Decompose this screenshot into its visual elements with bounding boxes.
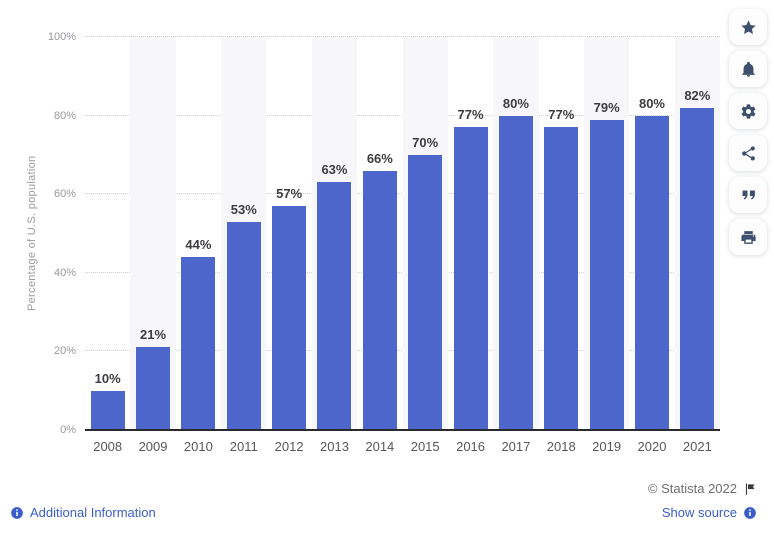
y-tick-label: 100% xyxy=(47,31,76,43)
info-icon xyxy=(11,506,23,519)
bar-value-label: 57% xyxy=(276,186,303,201)
show-source-label: Show source xyxy=(661,505,737,520)
gridline-20 xyxy=(85,350,720,352)
chart-column-2018: 77% 2018 xyxy=(539,37,584,454)
x-tick-label: 2020 xyxy=(637,439,667,454)
show-source-link[interactable]: Show source xyxy=(662,505,757,520)
flag-icon xyxy=(745,482,755,495)
x-tick-label: 2019 xyxy=(592,439,622,454)
chart-column-2015: 70% 2015 xyxy=(402,37,448,454)
chart-column-2020: 80% 2020 xyxy=(629,37,674,454)
x-tick-label: 2008 xyxy=(93,439,123,454)
y-tick-label: 60% xyxy=(53,188,76,201)
bar-2010[interactable] xyxy=(181,257,216,430)
bar-2019[interactable] xyxy=(589,119,624,430)
chart-column-2014: 66% 2014 xyxy=(357,37,402,454)
printer-icon xyxy=(740,229,757,246)
print-button[interactable] xyxy=(729,219,767,255)
x-tick-label: 2009 xyxy=(138,439,168,454)
bar-value-label: 79% xyxy=(593,99,620,115)
bar-value-label: 53% xyxy=(230,201,257,217)
bar-2013[interactable] xyxy=(317,182,352,430)
bar-2011[interactable] xyxy=(226,221,261,430)
bar-value-label: 63% xyxy=(321,162,348,178)
x-tick-label: 2015 xyxy=(410,439,440,454)
gear-icon xyxy=(740,103,757,120)
x-tick-label: 2011 xyxy=(229,439,258,454)
bar-value-label: 82% xyxy=(684,87,711,103)
bar-2012[interactable] xyxy=(272,206,307,430)
x-tick-label: 2014 xyxy=(365,439,395,454)
bar-value-label: 80% xyxy=(638,95,665,111)
gridline-40 xyxy=(85,271,720,273)
x-tick-label: 2021 xyxy=(682,439,712,454)
bar-2017[interactable] xyxy=(498,115,533,430)
y-tick-label: 40% xyxy=(53,266,76,279)
bar-value-label: 80% xyxy=(502,95,529,111)
x-tick-label: 2017 xyxy=(501,439,531,454)
chart-column-2013: 63% 2013 xyxy=(311,37,358,454)
x-axis-line xyxy=(85,429,720,431)
y-axis-title: Percentage of U.S. population xyxy=(26,155,38,312)
bar-value-label: 77% xyxy=(457,107,484,123)
gridline-60 xyxy=(85,193,720,195)
additional-information-link[interactable]: Additional Information xyxy=(10,505,156,520)
x-tick-label: 2010 xyxy=(183,439,213,454)
bar-value-label: 77% xyxy=(548,107,575,123)
y-tick-label: 20% xyxy=(53,345,76,358)
chart-column-2019: 79% 2019 xyxy=(583,37,630,454)
share-icon xyxy=(740,145,757,162)
gridline-100 xyxy=(85,36,720,37)
copyright-text: © Statista 2022 xyxy=(647,481,737,496)
chart-column-2008: 10% 2008 xyxy=(85,37,130,454)
y-tick-label: 80% xyxy=(53,109,76,122)
bar-2014[interactable] xyxy=(362,170,397,430)
bar-2020[interactable] xyxy=(634,115,669,430)
chart-column-2012: 57% 2012 xyxy=(266,37,311,454)
chart-column-2011: 53% 2011 xyxy=(221,37,267,454)
copyright: © Statista 2022 xyxy=(648,481,757,496)
bar-value-label: 10% xyxy=(94,370,121,386)
bar-2009[interactable] xyxy=(136,347,171,430)
citation-button[interactable] xyxy=(729,177,767,213)
share-button[interactable] xyxy=(729,135,767,171)
bar-value-label: 70% xyxy=(412,134,439,150)
gridline-80 xyxy=(85,114,720,116)
x-tick-label: 2013 xyxy=(320,439,349,454)
bar-2015[interactable] xyxy=(408,154,443,430)
bar-columns: 10% 2008 21% 2009 44% 2010 53% 2011 57% 2012 63% 20… xyxy=(85,37,721,454)
notifications-button[interactable] xyxy=(729,51,767,87)
action-sidebar xyxy=(729,9,769,255)
info-icon xyxy=(744,506,756,519)
chart-column-2010: 44% 2010 xyxy=(176,37,221,454)
plot-area: 10% 2008 21% 2009 44% 2010 53% 2011 57% 2012 63% 20… xyxy=(48,31,721,454)
chart-column-2017: 80% 2017 xyxy=(493,37,539,454)
favorite-button[interactable] xyxy=(729,9,767,45)
chart-column-2016: 77% 2016 xyxy=(448,37,493,454)
bar-value-label: 66% xyxy=(366,150,393,166)
bar-value-label: 44% xyxy=(185,237,212,253)
footer-right: © Statista 2022 Show source xyxy=(648,481,757,520)
bar-2018[interactable] xyxy=(544,127,579,430)
bar-2008[interactable] xyxy=(90,390,125,430)
bell-icon xyxy=(740,61,757,78)
quote-icon xyxy=(740,187,757,204)
additional-information-label: Additional Information xyxy=(30,505,156,520)
y-tick-label: 0% xyxy=(60,424,76,436)
x-tick-label: 2016 xyxy=(456,439,486,454)
bar-value-label: 21% xyxy=(140,327,167,343)
x-tick-label: 2018 xyxy=(546,439,576,454)
bar-2021[interactable] xyxy=(680,107,715,430)
settings-button[interactable] xyxy=(729,93,767,129)
chart-column-2021: 82% 2021 xyxy=(674,37,721,454)
x-tick-label: 2012 xyxy=(274,439,304,454)
chart-column-2009: 21% 2009 xyxy=(130,37,176,454)
bar-2016[interactable] xyxy=(453,127,488,430)
star-icon xyxy=(740,19,757,36)
